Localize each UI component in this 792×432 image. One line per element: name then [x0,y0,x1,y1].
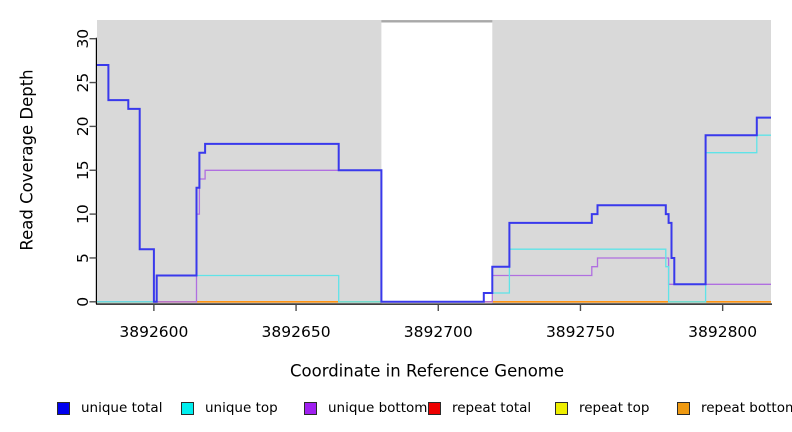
y-tick-label: 30 [74,29,92,49]
y-tick-label: 0 [74,297,92,307]
legend-swatch-repeat-top [555,401,568,415]
y-tick-label: 5 [74,253,92,263]
series-line-unique-total [97,64,771,303]
legend-item-repeat-bottom: repeat bottom [677,399,792,417]
legend-label: repeat bottom [701,400,792,416]
legend-swatch-repeat-bottom [677,401,690,415]
x-tick-label: 3892750 [546,323,615,341]
legend-label: unique top [205,400,278,416]
legend-label: unique total [81,400,163,416]
plot-area: 3892600 3892650 3892700 3892750 3892800 0 5 10 1… [74,20,772,341]
x-axis-label: Coordinate in Reference Genome [289,361,565,381]
legend-item-unique-top: unique top [181,399,278,417]
highlight-region [381,22,493,304]
legend-label: unique bottom [328,400,428,416]
legend-swatch-unique-total [57,401,70,415]
legend-item-unique-total: unique total [57,399,162,417]
y-tick-label: 25 [74,73,92,93]
x-tick-label: 3892800 [688,323,757,341]
x-tick-label: 3892600 [119,323,188,341]
legend: unique total unique top unique bottom repea… [0,399,792,419]
legend-item-repeat-total: repeat total [428,399,531,417]
legend-label: repeat top [579,400,650,416]
x-tick-label: 3892700 [404,323,473,341]
legend-label: repeat total [452,400,532,416]
y-axis-label: Read Coverage Depth [17,69,37,251]
y-tick-label: 10 [74,204,92,224]
legend-item-unique-bottom: unique bottom [304,399,427,417]
y-tick-label: 15 [74,160,92,180]
legend-item-repeat-top: repeat top [555,399,649,417]
series-line-unique-top [97,134,771,303]
x-tick-label: 3892650 [262,323,331,341]
y-tick-label: 20 [74,117,92,137]
legend-swatch-repeat-total [428,401,441,415]
legend-swatch-unique-bottom [304,401,317,415]
legend-swatch-unique-top [181,401,194,415]
